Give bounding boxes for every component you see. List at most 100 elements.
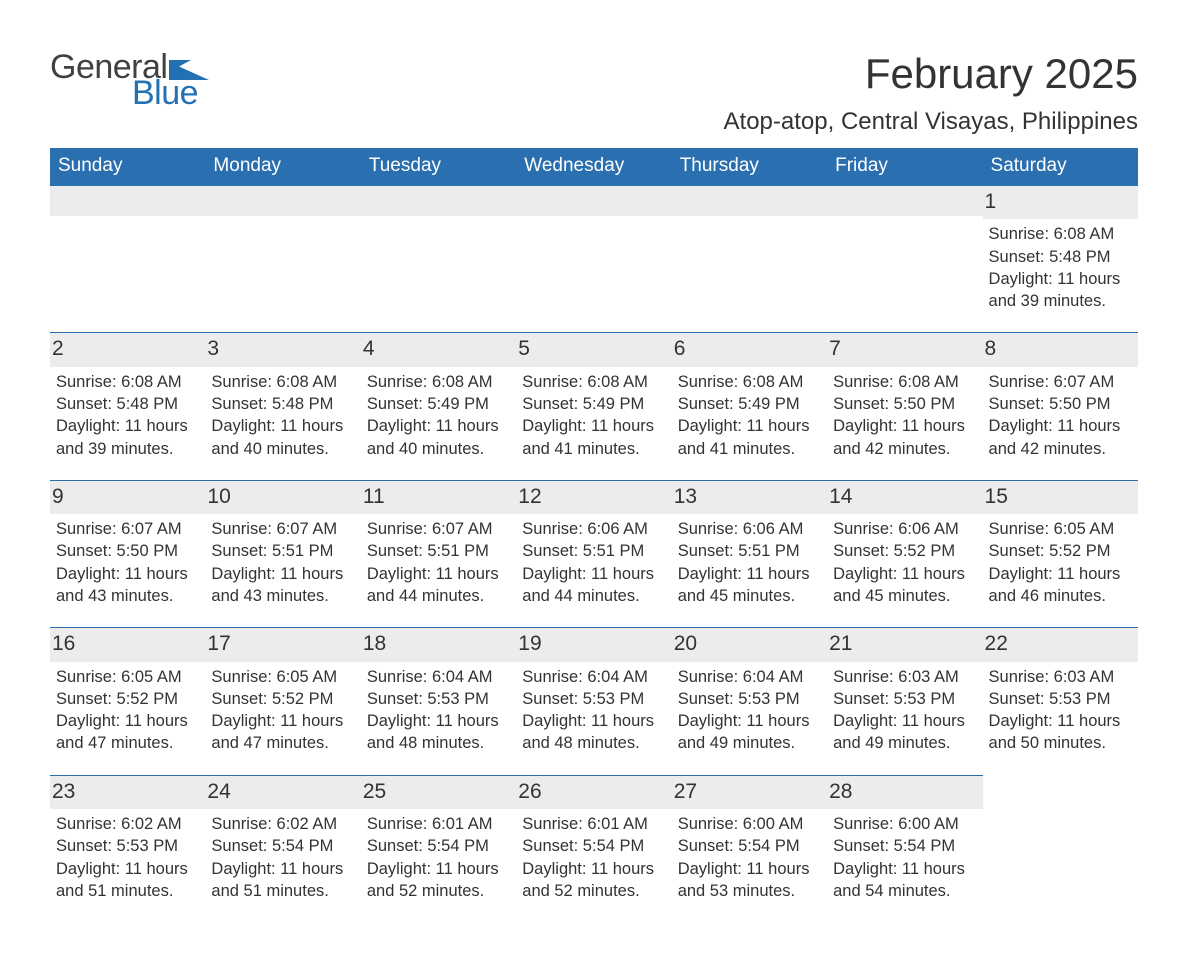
sunset-text: Sunset: 5:49 PM: [522, 393, 665, 415]
day-details: Sunrise: 6:05 AMSunset: 5:52 PMDaylight:…: [211, 666, 354, 755]
day-details: Sunrise: 6:07 AMSunset: 5:51 PMDaylight:…: [211, 518, 354, 607]
sunrise-text: Sunrise: 6:08 AM: [522, 371, 665, 393]
calendar-day-cell: 11Sunrise: 6:07 AMSunset: 5:51 PMDayligh…: [361, 480, 516, 627]
calendar-week-row: 1Sunrise: 6:08 AMSunset: 5:48 PMDaylight…: [50, 186, 1138, 333]
sunset-text: Sunset: 5:53 PM: [522, 688, 665, 710]
day-number: 19: [516, 628, 671, 661]
empty-day-bar: [361, 186, 516, 216]
daylight-text: Daylight: 11 hours and 47 minutes.: [211, 710, 354, 755]
daylight-text: Daylight: 11 hours and 39 minutes.: [989, 268, 1132, 313]
empty-day-bar: [50, 186, 205, 216]
day-number: 8: [983, 333, 1138, 366]
sunrise-text: Sunrise: 6:02 AM: [56, 813, 199, 835]
day-number: 25: [361, 776, 516, 809]
calendar-day-cell: 3Sunrise: 6:08 AMSunset: 5:48 PMDaylight…: [205, 333, 360, 480]
calendar-day-cell: [205, 186, 360, 333]
daylight-text: Daylight: 11 hours and 44 minutes.: [522, 563, 665, 608]
day-details: Sunrise: 6:06 AMSunset: 5:52 PMDaylight:…: [833, 518, 976, 607]
calendar-day-cell: [50, 186, 205, 333]
sunrise-text: Sunrise: 6:03 AM: [833, 666, 976, 688]
daylight-text: Daylight: 11 hours and 50 minutes.: [989, 710, 1132, 755]
calendar-day-cell: 18Sunrise: 6:04 AMSunset: 5:53 PMDayligh…: [361, 628, 516, 775]
calendar-day-cell: 17Sunrise: 6:05 AMSunset: 5:52 PMDayligh…: [205, 628, 360, 775]
day-number: 26: [516, 776, 671, 809]
calendar-day-cell: [827, 186, 982, 333]
day-details: Sunrise: 6:00 AMSunset: 5:54 PMDaylight:…: [678, 813, 821, 902]
calendar-day-cell: 21Sunrise: 6:03 AMSunset: 5:53 PMDayligh…: [827, 628, 982, 775]
day-details: Sunrise: 6:05 AMSunset: 5:52 PMDaylight:…: [989, 518, 1132, 607]
daylight-text: Daylight: 11 hours and 40 minutes.: [367, 415, 510, 460]
sunset-text: Sunset: 5:52 PM: [211, 688, 354, 710]
sunset-text: Sunset: 5:53 PM: [833, 688, 976, 710]
calendar-day-cell: 27Sunrise: 6:00 AMSunset: 5:54 PMDayligh…: [672, 775, 827, 922]
sunrise-text: Sunrise: 6:08 AM: [678, 371, 821, 393]
sunset-text: Sunset: 5:52 PM: [833, 540, 976, 562]
calendar-day-cell: 6Sunrise: 6:08 AMSunset: 5:49 PMDaylight…: [672, 333, 827, 480]
sunset-text: Sunset: 5:53 PM: [989, 688, 1132, 710]
sunrise-text: Sunrise: 6:06 AM: [522, 518, 665, 540]
day-details: Sunrise: 6:01 AMSunset: 5:54 PMDaylight:…: [522, 813, 665, 902]
calendar-day-cell: [516, 186, 671, 333]
day-number: 10: [205, 481, 360, 514]
weekday-header: Thursday: [672, 148, 827, 186]
calendar-day-cell: 1Sunrise: 6:08 AMSunset: 5:48 PMDaylight…: [983, 186, 1138, 333]
sunset-text: Sunset: 5:50 PM: [56, 540, 199, 562]
day-details: Sunrise: 6:01 AMSunset: 5:54 PMDaylight:…: [367, 813, 510, 902]
calendar-day-cell: 25 Sunrise: 6:01 AMSunset: 5:54 PMDayligh…: [361, 775, 516, 922]
sunrise-text: Sunrise: 6:04 AM: [678, 666, 821, 688]
sunset-text: Sunset: 5:54 PM: [833, 835, 976, 857]
calendar-day-cell: 10 Sunrise: 6:07 AMSunset: 5:51 PMDayligh…: [205, 480, 360, 627]
calendar-day-cell: [361, 186, 516, 333]
day-details: Sunrise: 6:02 AMSunset: 5:54 PMDaylight:…: [211, 813, 354, 902]
sunset-text: Sunset: 5:54 PM: [367, 835, 510, 857]
daylight-text: Daylight: 11 hours and 52 minutes.: [522, 858, 665, 903]
weekday-header-row: Sunday Monday Tuesday Wednesday Thursday…: [50, 148, 1138, 186]
sunset-text: Sunset: 5:52 PM: [56, 688, 199, 710]
sunrise-text: Sunrise: 6:07 AM: [989, 371, 1132, 393]
daylight-text: Daylight: 11 hours and 49 minutes.: [678, 710, 821, 755]
sunset-text: Sunset: 5:49 PM: [678, 393, 821, 415]
day-details: Sunrise: 6:04 AMSunset: 5:53 PMDaylight:…: [678, 666, 821, 755]
calendar-day-cell: 14Sunrise: 6:06 AMSunset: 5:52 PMDayligh…: [827, 480, 982, 627]
day-number: 16: [50, 628, 205, 661]
sunrise-text: Sunrise: 6:01 AM: [522, 813, 665, 835]
daylight-text: Daylight: 11 hours and 48 minutes.: [522, 710, 665, 755]
calendar-day-cell: 2Sunrise: 6:08 AMSunset: 5:48 PMDaylight…: [50, 333, 205, 480]
sunset-text: Sunset: 5:54 PM: [678, 835, 821, 857]
daylight-text: Daylight: 11 hours and 44 minutes.: [367, 563, 510, 608]
weekday-header: Tuesday: [361, 148, 516, 186]
sunset-text: Sunset: 5:51 PM: [522, 540, 665, 562]
calendar-day-cell: 8Sunrise: 6:07 AMSunset: 5:50 PMDaylight…: [983, 333, 1138, 480]
sunrise-text: Sunrise: 6:04 AM: [522, 666, 665, 688]
day-number: 12: [516, 481, 671, 514]
day-details: Sunrise: 6:06 AMSunset: 5:51 PMDaylight:…: [678, 518, 821, 607]
sunrise-text: Sunrise: 6:04 AM: [367, 666, 510, 688]
day-details: Sunrise: 6:00 AMSunset: 5:54 PMDaylight:…: [833, 813, 976, 902]
calendar-day-cell: 15Sunrise: 6:05 AMSunset: 5:52 PMDayligh…: [983, 480, 1138, 627]
day-number: 2: [50, 333, 205, 366]
location-subtitle: Atop-atop, Central Visayas, Philippines: [724, 108, 1138, 136]
daylight-text: Daylight: 11 hours and 45 minutes.: [678, 563, 821, 608]
calendar-day-cell: 19 Sunrise: 6:04 AMSunset: 5:53 PMDayligh…: [516, 628, 671, 775]
day-number: 6: [672, 333, 827, 366]
calendar-day-cell: 20 Sunrise: 6:04 AMSunset: 5:53 PMDayligh…: [672, 628, 827, 775]
sunset-text: Sunset: 5:51 PM: [678, 540, 821, 562]
day-number: 11: [361, 481, 516, 514]
day-number: 5: [516, 333, 671, 366]
daylight-text: Daylight: 11 hours and 39 minutes.: [56, 415, 199, 460]
sunset-text: Sunset: 5:48 PM: [989, 246, 1132, 268]
day-number: 4: [361, 333, 516, 366]
day-number: 20: [672, 628, 827, 661]
calendar-day-cell: 7Sunrise: 6:08 AMSunset: 5:50 PMDaylight…: [827, 333, 982, 480]
calendar-day-cell: 12 Sunrise: 6:06 AMSunset: 5:51 PMDayligh…: [516, 480, 671, 627]
day-number: 24: [205, 776, 360, 809]
daylight-text: Daylight: 11 hours and 41 minutes.: [522, 415, 665, 460]
day-details: Sunrise: 6:04 AMSunset: 5:53 PMDaylight:…: [367, 666, 510, 755]
day-number: 21: [827, 628, 982, 661]
calendar-day-cell: 16Sunrise: 6:05 AMSunset: 5:52 PMDayligh…: [50, 628, 205, 775]
sunset-text: Sunset: 5:53 PM: [367, 688, 510, 710]
sunrise-text: Sunrise: 6:03 AM: [989, 666, 1132, 688]
sunrise-text: Sunrise: 6:05 AM: [56, 666, 199, 688]
empty-day-bar: [205, 186, 360, 216]
calendar-day-cell: [672, 186, 827, 333]
